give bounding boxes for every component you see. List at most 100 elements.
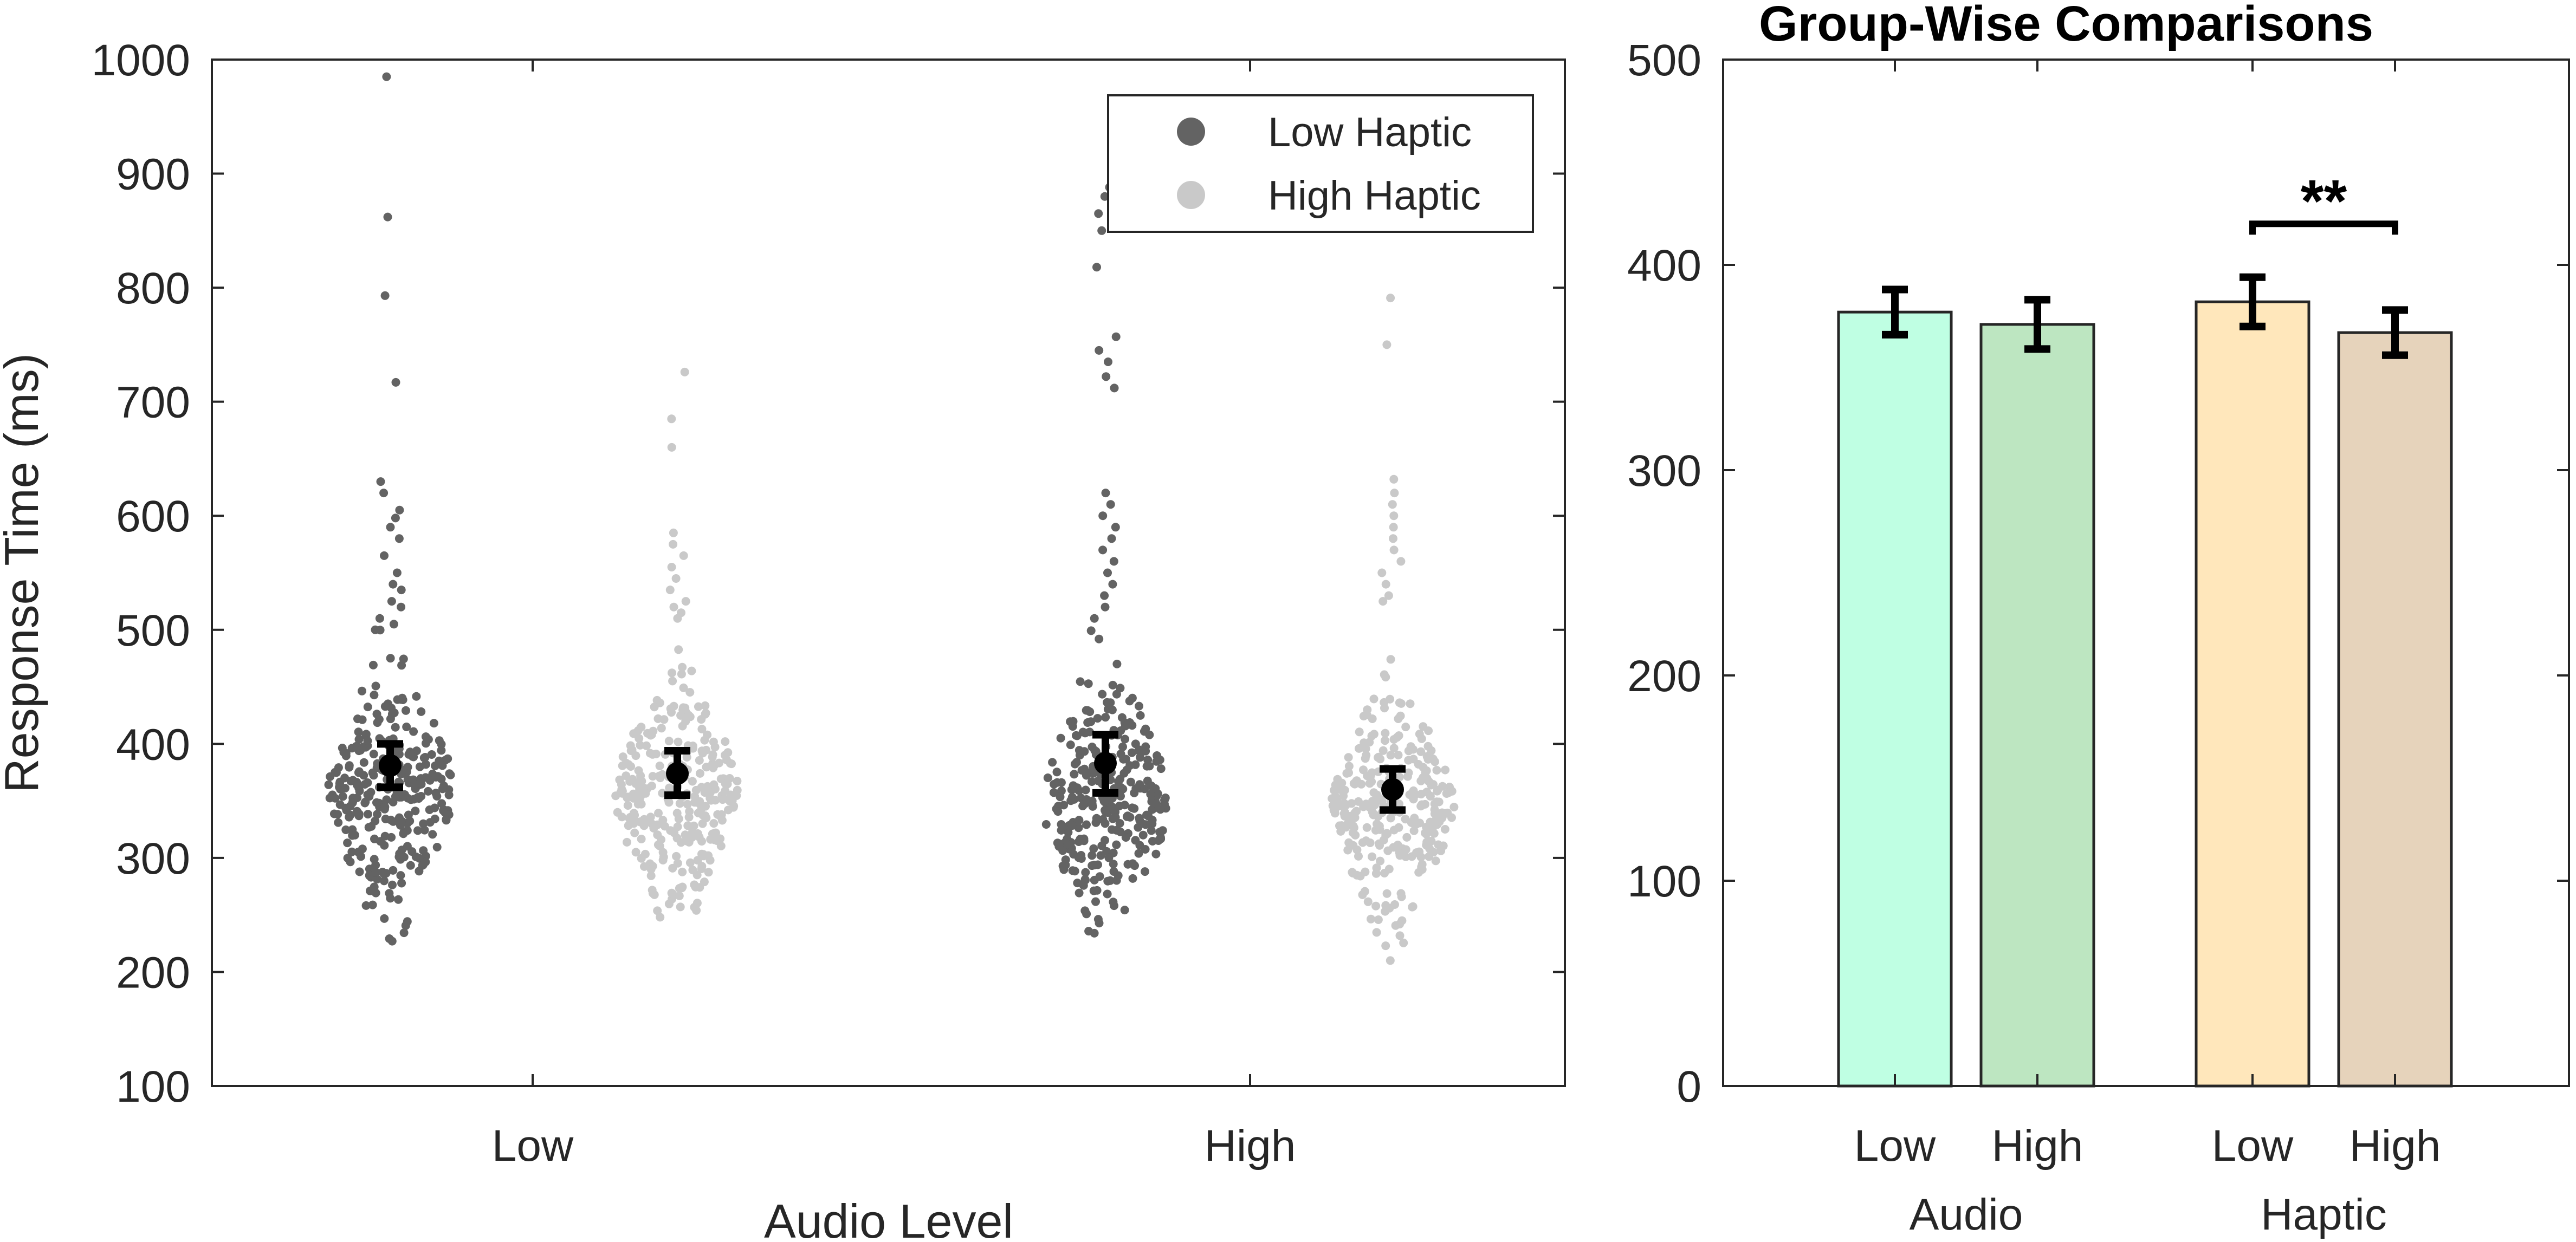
data-point xyxy=(1090,614,1099,623)
data-point xyxy=(1101,805,1110,815)
data-point xyxy=(348,776,358,785)
legend-marker-high-haptic xyxy=(1177,181,1205,209)
data-point xyxy=(355,867,364,876)
data-point xyxy=(430,803,439,812)
data-point xyxy=(424,786,433,796)
data-point xyxy=(1356,872,1365,881)
data-point xyxy=(364,810,372,819)
data-point xyxy=(380,291,390,300)
data-point xyxy=(1108,705,1117,714)
data-point xyxy=(1103,889,1112,899)
data-point xyxy=(653,714,663,723)
data-point xyxy=(674,737,683,746)
data-point xyxy=(703,730,712,739)
data-point xyxy=(733,785,742,795)
data-point xyxy=(1347,811,1356,821)
data-point xyxy=(1399,938,1408,947)
data-point xyxy=(701,811,710,820)
data-point xyxy=(1382,340,1391,349)
data-point xyxy=(444,790,454,799)
data-point xyxy=(1377,568,1387,577)
data-point xyxy=(397,661,406,670)
left-y-tick-label: 400 xyxy=(116,720,190,769)
data-point xyxy=(1108,580,1117,589)
data-point xyxy=(724,794,734,803)
data-point xyxy=(389,797,398,807)
data-point xyxy=(667,563,676,571)
data-point xyxy=(665,586,675,595)
data-point xyxy=(1355,727,1364,737)
data-point xyxy=(1053,838,1062,848)
data-point xyxy=(1343,819,1352,828)
data-point xyxy=(1330,805,1339,814)
data-point xyxy=(1354,851,1363,861)
data-point xyxy=(1388,500,1397,509)
data-point xyxy=(373,875,381,884)
data-point xyxy=(428,830,437,839)
data-point xyxy=(397,879,406,888)
data-point xyxy=(622,771,631,781)
data-point xyxy=(379,489,389,498)
data-point xyxy=(1091,747,1101,756)
data-point xyxy=(1371,869,1381,878)
data-point xyxy=(1432,766,1441,775)
data-point xyxy=(354,727,363,737)
data-point xyxy=(391,378,400,387)
data-point xyxy=(1383,829,1392,838)
data-point xyxy=(1138,830,1148,840)
data-point xyxy=(386,815,396,824)
data-point xyxy=(1068,722,1077,731)
data-point xyxy=(334,763,343,772)
data-point xyxy=(1145,730,1154,739)
data-point xyxy=(700,877,709,887)
data-point xyxy=(653,906,662,915)
data-point xyxy=(697,849,706,859)
data-point xyxy=(413,826,422,835)
data-point xyxy=(1427,746,1436,755)
data-point xyxy=(1141,845,1150,854)
data-point xyxy=(1394,751,1403,759)
data-point xyxy=(672,834,682,843)
data-point xyxy=(1131,784,1141,793)
data-point xyxy=(1101,713,1110,722)
data-point xyxy=(635,734,644,743)
data-point xyxy=(687,666,696,675)
data-point xyxy=(1151,799,1161,808)
data-point xyxy=(347,744,357,753)
data-point xyxy=(1089,886,1098,895)
data-point xyxy=(387,597,396,606)
left-x-tick-label: High xyxy=(1205,1121,1296,1171)
data-point xyxy=(690,880,699,889)
left-x-axis: Low High xyxy=(492,60,1296,1171)
data-point xyxy=(667,443,676,452)
data-point xyxy=(664,737,674,746)
data-point xyxy=(681,597,690,606)
data-point xyxy=(1151,849,1161,859)
data-point xyxy=(411,807,420,816)
data-point xyxy=(1056,792,1065,802)
data-point xyxy=(420,825,429,835)
data-point xyxy=(354,811,364,821)
right-x-tick-label: Low xyxy=(2212,1121,2294,1171)
data-point xyxy=(1086,626,1096,635)
data-point xyxy=(682,836,691,846)
data-point xyxy=(391,513,400,523)
data-point xyxy=(1442,789,1451,798)
data-point xyxy=(1063,840,1072,849)
data-point xyxy=(334,818,343,827)
data-point xyxy=(1386,751,1395,760)
data-point xyxy=(640,849,650,859)
data-point xyxy=(1409,755,1418,764)
data-point xyxy=(1112,659,1122,668)
data-point xyxy=(1100,192,1109,201)
data-point xyxy=(722,756,731,764)
left-y-tick-label: 200 xyxy=(116,948,190,997)
data-point xyxy=(1092,263,1101,272)
data-point xyxy=(674,645,683,654)
data-point xyxy=(1136,753,1145,762)
data-point xyxy=(1358,890,1367,899)
data-point xyxy=(425,776,435,785)
data-point xyxy=(617,785,626,794)
data-point xyxy=(387,937,397,946)
data-point xyxy=(668,668,676,678)
